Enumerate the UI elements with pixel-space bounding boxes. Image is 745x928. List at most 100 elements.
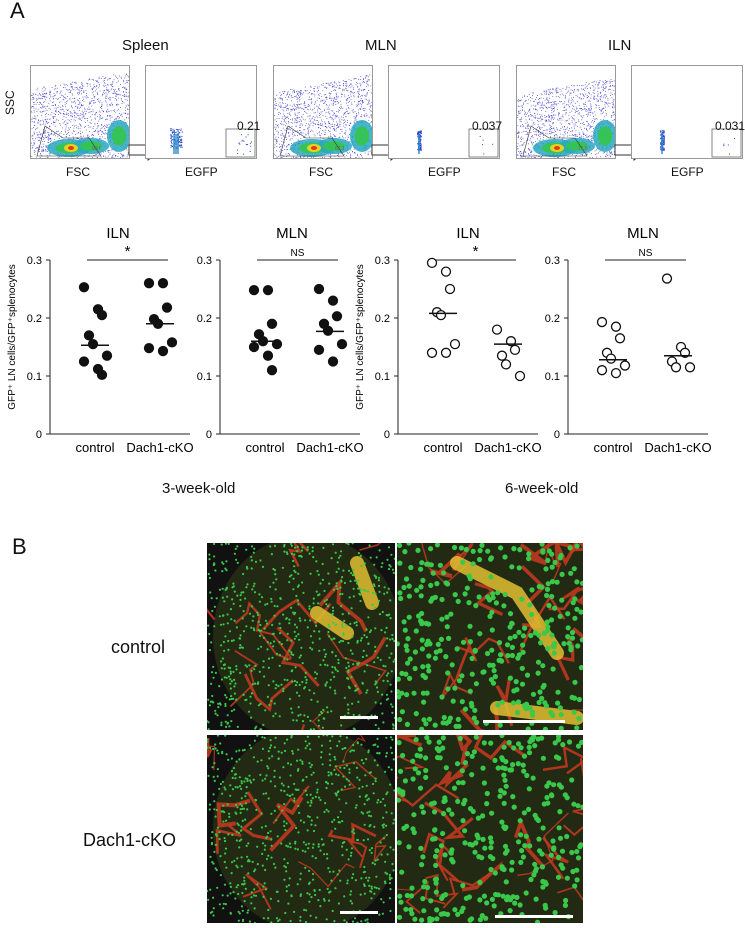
data-point xyxy=(78,282,90,293)
y-tick-label: 0.3 xyxy=(27,255,42,267)
age-label-3-week: 3-week-old xyxy=(162,480,236,497)
y-tick-label: 0.1 xyxy=(545,371,560,383)
scale-bar xyxy=(495,915,573,918)
data-point xyxy=(83,330,95,341)
data-point xyxy=(426,347,438,358)
significance-label: * xyxy=(125,243,131,260)
y-tick-label: 0.1 xyxy=(197,371,212,383)
y-tick-label: 0.3 xyxy=(197,255,212,267)
x-tick-label: control xyxy=(593,440,632,455)
x-tick-label: Dach1-cKO xyxy=(644,440,711,455)
data-point xyxy=(266,365,278,376)
gate-percent: 71.5 xyxy=(578,146,588,152)
y-tick-label: 0 xyxy=(36,429,42,441)
row-label-control: control xyxy=(111,637,166,657)
tissue-title-iln: ILN xyxy=(608,37,632,54)
y-tick-label: 0.1 xyxy=(375,371,390,383)
data-point xyxy=(435,309,447,321)
data-point xyxy=(248,341,260,353)
data-point xyxy=(331,311,343,322)
x-tick-label: control xyxy=(75,440,114,455)
micrograph-cko-low xyxy=(207,735,395,923)
gate-percent: 90.f xyxy=(92,146,101,152)
egfp-axis-label: EGFP xyxy=(671,165,704,179)
chart-title: MLN xyxy=(276,225,308,242)
x-tick-label: Dach1-cKO xyxy=(474,440,541,455)
y-tick-label: 0 xyxy=(206,429,212,441)
data-point xyxy=(96,369,108,380)
egfp-axis-label: EGFP xyxy=(428,165,461,179)
y-tick-label: 0.3 xyxy=(375,255,390,267)
x-tick-label: control xyxy=(245,440,284,455)
data-point xyxy=(157,278,169,289)
data-point xyxy=(619,360,631,371)
data-point xyxy=(670,362,682,373)
age-label-6-week: 6-week-old xyxy=(505,480,579,497)
data-point xyxy=(166,337,178,348)
chart-title: MLN xyxy=(627,225,659,242)
data-point xyxy=(143,343,155,354)
data-point xyxy=(514,370,526,382)
scatter-charts: ILN 0 0.1 0.2 0.3 control Dach1-cKO GFP⁺ LN cel… xyxy=(7,225,712,455)
data-point xyxy=(449,338,461,350)
y-tick-label: 0 xyxy=(384,429,390,441)
data-point xyxy=(440,266,452,277)
chart-title: ILN xyxy=(456,225,479,242)
data-point xyxy=(313,344,325,356)
data-point xyxy=(161,302,173,313)
egfp-gate-value: 0.031 xyxy=(715,119,745,133)
gate-percent: 62.1 xyxy=(335,146,345,152)
fsc-axis-label: FSC xyxy=(552,165,576,179)
data-point xyxy=(426,257,438,269)
scale-bar xyxy=(340,911,378,914)
data-point xyxy=(444,283,456,295)
data-point xyxy=(500,359,512,370)
x-tick-label: Dach1-cKO xyxy=(126,440,193,455)
density-plot-iln xyxy=(516,65,616,159)
egfp-plot-iln xyxy=(631,65,743,159)
y-tick-label: 0 xyxy=(554,429,560,441)
data-point xyxy=(605,353,617,364)
fsc-axis-label: FSC xyxy=(66,165,90,179)
egfp-gate-value: 0.21 xyxy=(237,119,261,133)
data-point xyxy=(96,309,108,321)
y-tick-label: 0.3 xyxy=(545,255,560,267)
data-point xyxy=(491,324,503,335)
x-tick-label: Dach1-cKO xyxy=(296,440,363,455)
data-point xyxy=(684,362,696,373)
egfp-plot-spleen xyxy=(145,65,257,159)
scale-bar xyxy=(483,720,565,723)
y-tick-label: 0.2 xyxy=(197,313,212,325)
data-point xyxy=(262,285,274,296)
data-point xyxy=(610,321,622,332)
tissue-title-mln: MLN xyxy=(365,37,397,54)
density-plot-spleen xyxy=(30,65,130,159)
data-point xyxy=(78,356,90,367)
egfp-gate-value: 0.037 xyxy=(472,119,503,133)
data-point xyxy=(496,350,508,361)
data-point xyxy=(266,318,278,329)
scale-bar xyxy=(340,716,378,719)
y-axis-label: GFP⁺ LN cells/GFP⁺splenocytes xyxy=(355,264,366,410)
fsc-axis-label: FSC xyxy=(309,165,333,179)
panel-b-label: B xyxy=(12,534,27,559)
y-axis-label: GFP⁺ LN cells/GFP⁺splenocytes xyxy=(7,264,18,410)
ssc-axis-label: SSC xyxy=(3,90,17,115)
data-point xyxy=(661,273,673,284)
data-point xyxy=(327,356,339,367)
y-tick-label: 0.2 xyxy=(545,313,560,325)
y-tick-label: 0.1 xyxy=(27,371,42,383)
data-point xyxy=(248,285,260,296)
data-point xyxy=(327,295,339,306)
significance-label: NS xyxy=(291,248,305,259)
data-point xyxy=(157,345,169,357)
egfp-axis-label: EGFP xyxy=(185,165,218,179)
row-label-dach1-cko: Dach1-cKO xyxy=(83,830,177,850)
panel-a-label: A xyxy=(10,0,25,23)
data-point xyxy=(262,350,274,361)
egfp-plot-mln xyxy=(388,65,500,159)
micrograph-cko-high xyxy=(397,735,583,923)
data-point xyxy=(596,365,608,376)
data-point xyxy=(614,333,626,344)
data-point xyxy=(336,338,348,350)
